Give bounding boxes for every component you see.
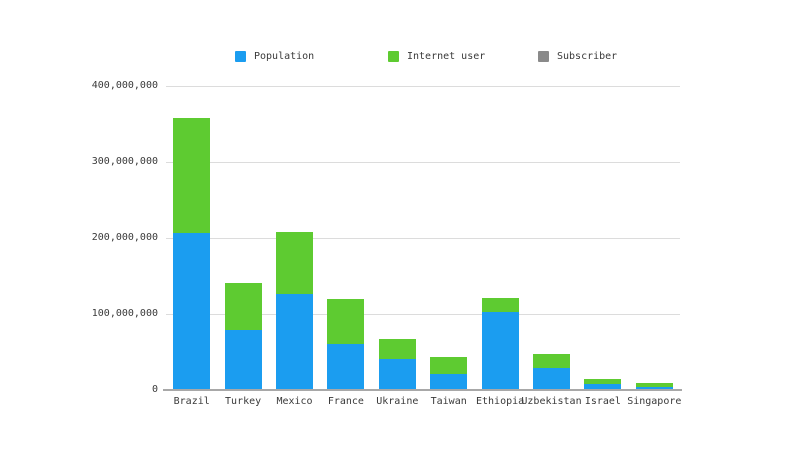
- bar-segment-internet-user[interactable]: [276, 232, 313, 294]
- bar-ukraine[interactable]: [378, 339, 416, 390]
- x-tick-label-brazil: Brazil: [173, 396, 210, 407]
- bar-segment-internet-user[interactable]: [481, 298, 519, 312]
- bar-france[interactable]: [327, 299, 365, 390]
- bar-segment-population[interactable]: [635, 387, 673, 390]
- bar-segment-population[interactable]: [327, 344, 365, 390]
- y-tick-label: 0: [151, 384, 158, 395]
- bar-turkey[interactable]: [224, 283, 262, 390]
- bar-segment-internet-user[interactable]: [430, 357, 468, 374]
- gridline: [166, 238, 680, 239]
- bar-israel[interactable]: [584, 379, 622, 390]
- legend-item-population[interactable]: Population: [235, 50, 314, 63]
- bar-segment-internet-user[interactable]: [584, 379, 622, 384]
- y-tick-label: 400,000,000: [91, 80, 158, 91]
- bar-mexico[interactable]: [276, 232, 313, 390]
- bar-taiwan[interactable]: [430, 357, 468, 390]
- bar-segment-population[interactable]: [584, 384, 622, 390]
- x-tick-label-mexico: Mexico: [276, 396, 313, 407]
- gridline: [166, 162, 680, 163]
- bar-ethiopia[interactable]: [481, 298, 519, 390]
- x-tick-label-taiwan: Taiwan: [430, 396, 467, 407]
- legend-item-subscriber[interactable]: Subscriber: [538, 50, 617, 63]
- legend-item-internet-user[interactable]: Internet user: [388, 50, 485, 63]
- bar-segment-population[interactable]: [430, 374, 468, 390]
- bar-segment-internet-user[interactable]: [173, 118, 211, 233]
- y-axis: 0 100,000,000 200,000,000 300,000,000 400,00…: [0, 80, 158, 395]
- bar-segment-internet-user[interactable]: [378, 339, 416, 359]
- x-axis-line: [163, 389, 682, 391]
- plot-area: [166, 86, 680, 390]
- gridline: [166, 314, 680, 315]
- bar-segment-population[interactable]: [481, 312, 519, 390]
- x-tick-label-israel: Israel: [584, 396, 621, 407]
- y-tick-label: 100,000,000: [91, 308, 158, 319]
- x-tick-label-france: France: [327, 396, 364, 407]
- bar-segment-internet-user[interactable]: [224, 283, 262, 330]
- legend-swatch-internet-user: [388, 51, 399, 62]
- bar-segment-internet-user[interactable]: [635, 383, 673, 387]
- legend-swatch-subscriber: [538, 51, 549, 62]
- legend-swatch-population: [235, 51, 246, 62]
- x-tick-label-ethiopia: Ethiopia: [476, 396, 525, 407]
- bar-singapore[interactable]: [635, 383, 673, 390]
- y-tick-label: 200,000,000: [91, 232, 158, 243]
- x-tick-label-uzbekistan: Uzbekistan: [521, 396, 582, 407]
- gridline: [166, 86, 680, 87]
- y-tick-label: 300,000,000: [91, 156, 158, 167]
- x-tick-label-turkey: Turkey: [225, 396, 262, 407]
- legend-label: Internet user: [407, 51, 486, 62]
- bar-segment-population[interactable]: [378, 359, 416, 390]
- bar-brazil[interactable]: [173, 118, 211, 390]
- bar-uzbekistan[interactable]: [533, 354, 570, 390]
- bar-segment-internet-user[interactable]: [327, 299, 365, 344]
- bar-segment-population[interactable]: [224, 330, 262, 390]
- bar-segment-internet-user[interactable]: [533, 354, 570, 368]
- x-tick-label-ukraine: Ukraine: [376, 396, 419, 407]
- bar-segment-population[interactable]: [173, 233, 211, 390]
- x-tick-label-singapore: Singapore: [627, 396, 682, 407]
- bar-segment-population[interactable]: [533, 368, 570, 390]
- x-axis: Brazil Turkey Mexico France Ukraine Taiwan Eth…: [166, 396, 682, 412]
- legend-label: Population: [254, 51, 315, 62]
- bar-segment-population[interactable]: [276, 294, 313, 390]
- legend-label: Subscriber: [557, 51, 618, 62]
